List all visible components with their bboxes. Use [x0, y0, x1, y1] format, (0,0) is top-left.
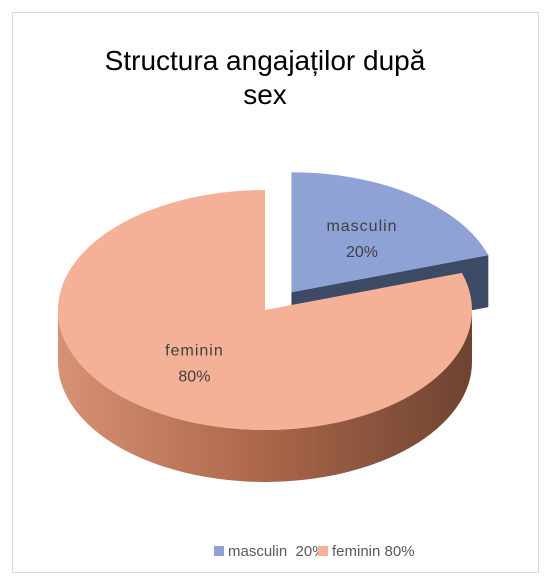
legend-label: masculin 20% — [228, 543, 326, 560]
data-label-value: 80% — [178, 368, 210, 385]
data-label-category: masculin — [326, 218, 397, 235]
chart-title: Structura angajaților după sex — [104, 45, 426, 110]
slice-side — [58, 310, 472, 482]
legend-marker — [318, 546, 328, 556]
slice — [57, 190, 472, 430]
legend-label: feminin 80% — [332, 543, 415, 560]
chart-frame — [12, 12, 539, 573]
data-label-value: 20% — [346, 244, 378, 261]
legend-marker — [214, 546, 224, 556]
slice — [291, 172, 489, 293]
data-label-category: feminin — [165, 342, 224, 359]
